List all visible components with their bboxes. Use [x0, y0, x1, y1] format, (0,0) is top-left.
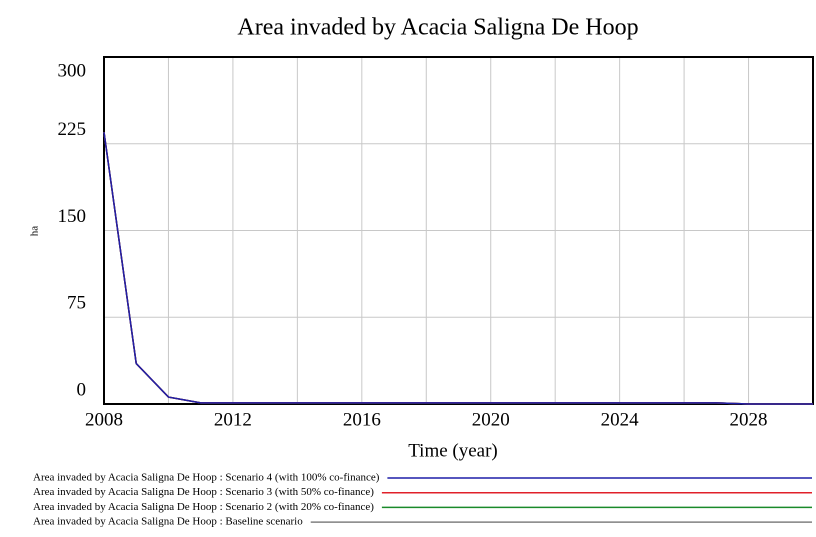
- x-tick-label: 2028: [730, 409, 768, 430]
- x-tick-label: 2024: [601, 409, 640, 430]
- y-tick-label: 300: [58, 60, 87, 81]
- y-tick-label: 225: [58, 119, 87, 140]
- x-axis-label: Time (year): [408, 440, 498, 461]
- series-line: [103, 132, 813, 405]
- x-tick-label: 2008: [85, 409, 123, 430]
- y-tick-label: 75: [67, 293, 86, 314]
- y-tick-label: 0: [77, 379, 87, 400]
- legend-label: Area invaded by Acacia Saligna De Hoop :…: [33, 486, 374, 498]
- x-tick-label: 2020: [472, 409, 510, 430]
- plot-frame: [103, 56, 814, 405]
- series-line: [103, 132, 813, 405]
- chart-title: Area invaded by Acacia Saligna De Hoop: [237, 15, 638, 41]
- x-tick-label: 2012: [214, 409, 252, 430]
- y-tick-label: 150: [58, 206, 87, 227]
- x-tick-label: 2016: [343, 409, 381, 430]
- legend-label: Area invaded by Acacia Saligna De Hoop :…: [33, 501, 374, 513]
- y-axis-label: ha: [29, 226, 41, 237]
- series-line: [103, 132, 813, 405]
- series-line: [103, 132, 813, 405]
- legend-label: Area invaded by Acacia Saligna De Hoop :…: [33, 516, 303, 528]
- legend-label: Area invaded by Acacia Saligna De Hoop :…: [33, 472, 380, 484]
